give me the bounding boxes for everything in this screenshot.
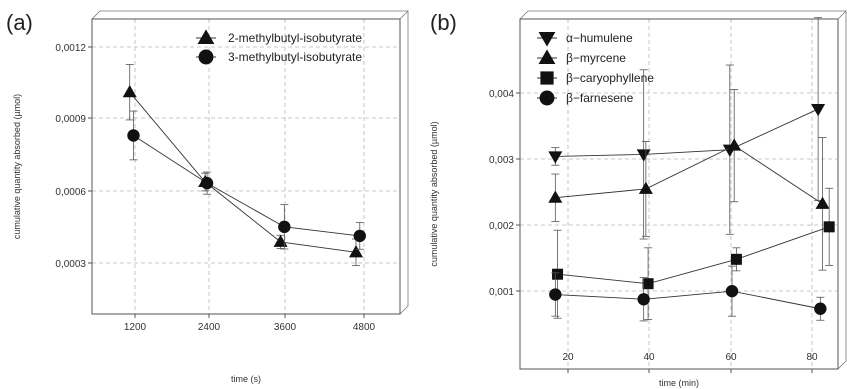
legend-marker [539, 90, 555, 106]
data-point [637, 293, 650, 306]
legend-marker [538, 32, 556, 47]
x-axis-label: time (min) [659, 378, 699, 388]
data-point [636, 149, 651, 162]
data-point [814, 302, 827, 315]
data-point [278, 220, 291, 234]
y-tick-label: 0,0009 [55, 114, 86, 125]
series-line [555, 108, 819, 157]
panel-frame-edge [399, 10, 409, 20]
y-tick-label: 0,004 [489, 89, 514, 100]
x-tick-label: 2400 [198, 322, 221, 333]
data-point [642, 278, 654, 290]
data-point [638, 181, 653, 194]
x-axis-label: time (s) [231, 374, 261, 384]
data-point [730, 253, 742, 265]
x-tick-label: 4800 [353, 322, 376, 333]
data-point [122, 84, 137, 98]
data-point [552, 268, 564, 280]
legend-label: β−myrcene [566, 51, 626, 65]
y-tick-label: 0,003 [489, 155, 514, 166]
x-tick-label: 1200 [124, 322, 147, 333]
legend-label: 2-methylbutyl-isobutyrate [228, 31, 362, 45]
series-line [129, 91, 357, 253]
data-point [811, 104, 826, 117]
data-point [349, 245, 363, 258]
x-tick-label: 60 [725, 352, 737, 363]
y-tick-label: 0,0003 [55, 259, 86, 270]
series-line [555, 145, 823, 205]
data-point [549, 288, 562, 301]
data-point [725, 284, 739, 298]
plot-frame [91, 18, 401, 315]
plot-frame [519, 18, 839, 370]
x-tick-label: 3600 [274, 322, 297, 333]
legend-marker [198, 49, 214, 65]
y-tick-label: 0,0006 [55, 187, 86, 198]
series-line [557, 226, 830, 285]
panel-label: (b) [430, 10, 457, 35]
data-point [548, 190, 563, 203]
legend-label: 3-methylbutyl-isobutyrate [228, 50, 362, 64]
data-point [815, 196, 830, 209]
legend-marker [197, 29, 215, 44]
legend-label: α−humulene [566, 31, 633, 45]
legend-label: β−farnesene [566, 91, 634, 105]
legend-label: β−caryophyllene [566, 71, 654, 85]
data-point [273, 234, 288, 247]
data-point [823, 221, 835, 233]
series-line [133, 135, 360, 237]
legend-marker [538, 49, 556, 64]
data-point [353, 229, 366, 243]
data-point [200, 176, 214, 190]
data-point [727, 138, 742, 151]
panel-frame-edge [837, 10, 847, 20]
series-line [555, 290, 821, 310]
y-tick-label: 0,0012 [55, 43, 86, 54]
y-tick-label: 0,001 [489, 287, 514, 298]
y-axis-label: cumulative quantity absorbed (µmol) [429, 121, 439, 266]
x-tick-label: 40 [643, 352, 655, 363]
legend-marker [540, 71, 554, 85]
panel-label: (a) [6, 10, 33, 35]
x-tick-label: 20 [562, 352, 574, 363]
x-tick-label: 80 [806, 352, 818, 363]
data-point [127, 129, 140, 142]
data-point [548, 151, 563, 164]
y-axis-label: cumulative quantity absorbed (µmol) [12, 94, 22, 239]
y-tick-label: 0,002 [489, 221, 514, 232]
